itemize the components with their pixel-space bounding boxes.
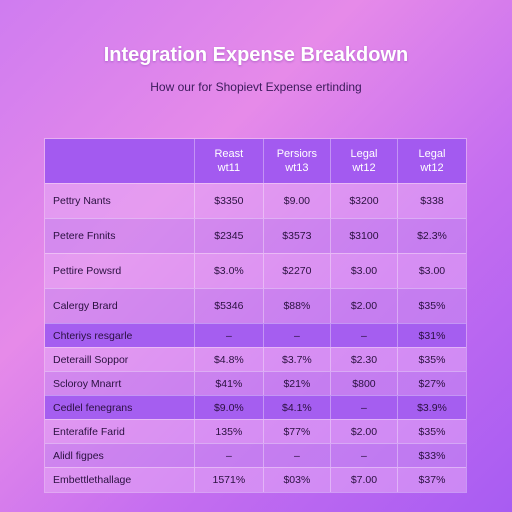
table-row: Embettlethallage 1571% $03% $7.00 $37% [45,467,466,492]
table-cell: – [329,396,397,419]
table-header-row: Reast wt11 Persiors wt13 Legal wt12 Lega… [45,139,466,183]
row-label: Embettlethallage [53,474,132,486]
row-label: Pettire Powsrd [53,265,122,277]
header-line2: wt11 [217,162,241,174]
table-cell: $2.00 [329,420,397,443]
table-cell: $3.00 [329,254,397,288]
row-label: Deteraill Soppor [53,353,129,366]
table-cell: – [262,324,330,347]
table-cell: $35% [396,420,466,443]
table-cell: $9.0% [193,396,263,419]
table-cell: $2.3% [396,219,466,253]
header-line2: wt12 [420,162,444,174]
table-cell: $21% [262,372,330,395]
table-cell: $5346 [193,289,263,323]
table-row-highlighted: Chteriys resgarle – – – $31% [45,323,466,347]
header-line2: wt13 [285,162,309,174]
table-cell: $31% [396,324,466,347]
table-cell: $2.30 [329,348,397,371]
row-label: Calergy Brard [53,300,118,312]
table-cell: $4.1% [262,396,330,419]
table-row: Deteraill Soppor $4.8% $3.7% $2.30 $35% [45,347,466,371]
table-cell: $27% [396,372,466,395]
table-cell: $7.00 [329,468,397,492]
header-cell-reast: Reast wt11 [193,139,263,183]
table-cell: $3.9% [396,396,466,419]
header-cell-legal: Legal wt12 [329,139,397,183]
table-row: Pettry Nants $3350 $9.00 $3200 $338 [45,183,466,218]
table-cell: $37% [396,468,466,492]
table-cell: $33% [396,444,466,467]
table-cell: $800 [329,372,397,395]
header-cell-persiors: Persiors wt13 [262,139,330,183]
header-line1: Reast [214,148,244,160]
table-cell: – [329,444,397,467]
table-cell: $3200 [329,184,397,218]
table-cell: $3.7% [262,348,330,371]
row-label: Cedlel fenegrans [53,401,133,414]
table-row: Scloroy Mnarrt $41% $21% $800 $27% [45,371,466,395]
row-label: Petere Fnnits [53,230,116,242]
table-cell: $35% [396,289,466,323]
header-line2: wt12 [352,162,376,174]
table-cell: – [262,444,330,467]
table-row: Calergy Brard $5346 $88% $2.00 $35% [45,288,466,323]
table-cell: $338 [396,184,466,218]
table-cell: $41% [193,372,263,395]
header-cell-legal-2: Legal wt12 [396,139,466,183]
row-label: Scloroy Mnarrt [53,377,122,390]
table-cell: – [329,324,397,347]
table-cell: $2345 [193,219,263,253]
table-cell: 135% [193,420,263,443]
table-cell: $88% [262,289,330,323]
row-label: Pettry Nants [53,195,111,207]
table-cell: $3.0% [193,254,263,288]
table-cell: $4.8% [193,348,263,371]
table-cell: $03% [262,468,330,492]
table-cell: $35% [396,348,466,371]
table-cell: $3350 [193,184,263,218]
table-cell: $2.00 [329,289,397,323]
page-subtitle: How our for Shopievt Expense ertinding [150,80,362,94]
row-label: Alidl figpes [53,449,104,462]
table-row: Pettire Powsrd $3.0% $2270 $3.00 $3.00 [45,253,466,288]
table-cell: – [193,444,263,467]
table-cell: $3573 [262,219,330,253]
header-line1: Legal [418,148,446,160]
expense-table: Reast wt11 Persiors wt13 Legal wt12 Lega… [44,138,467,493]
table-row: Petere Fnnits $2345 $3573 $3100 $2.3% [45,218,466,253]
table-cell: $3100 [329,219,397,253]
header-cell-label [45,139,194,183]
table-cell: $2270 [262,254,330,288]
table-row-highlighted: Cedlel fenegrans $9.0% $4.1% – $3.9% [45,395,466,419]
table-cell: 1571% [193,468,263,492]
row-label: Chteriys resgarle [53,329,133,342]
header-line1: Legal [350,148,378,160]
table-cell: $9.00 [262,184,330,218]
row-label: Enterafife Farid [53,425,125,438]
page-title: Integration Expense Breakdown [103,44,409,66]
table-cell: – [193,324,263,347]
table-row: Alidl figpes – – – $33% [45,443,466,467]
table-cell: $77% [262,420,330,443]
table-cell: $3.00 [396,254,466,288]
table-row: Enterafife Farid 135% $77% $2.00 $35% [45,419,466,443]
header-line1: Persiors [276,148,318,160]
